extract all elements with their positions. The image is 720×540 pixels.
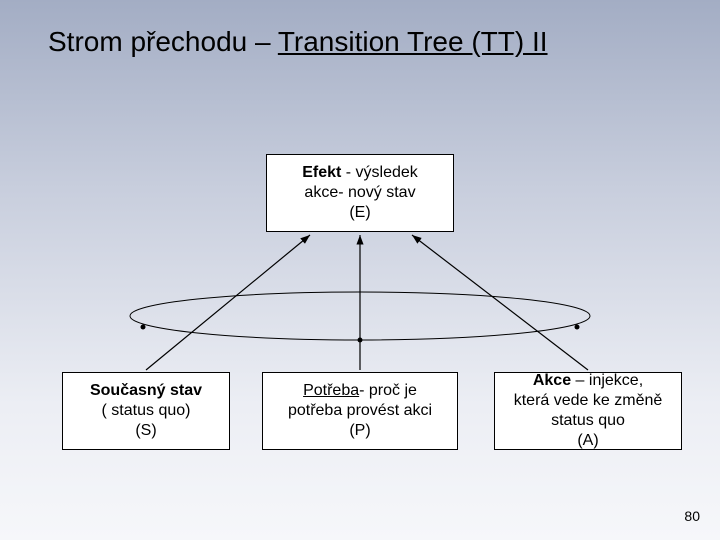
box-action: Akce – injekce, která vede ke změně stat… <box>494 372 682 450</box>
page-title: Strom přechodu – Transition Tree (TT) II <box>48 26 548 58</box>
action-line2: která vede ke změně <box>514 391 663 411</box>
status-line3: (S) <box>135 421 156 441</box>
effect-head: Efekt <box>302 164 341 181</box>
action-head: Akce <box>533 372 571 389</box>
need-line3: (P) <box>349 421 370 441</box>
effect-line2: akce- nový stav <box>304 183 415 203</box>
page-number: 80 <box>684 508 700 524</box>
need-line2: potřeba provést akci <box>288 401 432 421</box>
effect-line3: (E) <box>349 203 370 223</box>
action-rest: – injekce, <box>571 372 643 389</box>
status-line2: ( status quo) <box>102 401 191 421</box>
effect-rest: - výsledek <box>341 164 417 181</box>
arrow-a-to-e <box>412 235 588 370</box>
need-head: Potřeba <box>303 382 359 399</box>
connector-dot <box>141 325 146 330</box>
box-status-quo: Současný stav ( status quo) (S) <box>62 372 230 450</box>
box-need: Potřeba- proč je potřeba provést akci (P… <box>262 372 458 450</box>
box-effect: Efekt - výsledek akce- nový stav (E) <box>266 154 454 232</box>
status-head: Současný stav <box>90 381 202 401</box>
diagram-canvas <box>0 0 720 540</box>
title-emph: Transition Tree (TT) II <box>278 26 548 57</box>
connector-dot <box>358 338 363 343</box>
action-line4: (A) <box>577 431 598 451</box>
action-line3: status quo <box>551 411 625 431</box>
title-plain: Strom přechodu – <box>48 26 278 57</box>
connector-dot <box>575 325 580 330</box>
need-rest: - proč je <box>359 382 417 399</box>
